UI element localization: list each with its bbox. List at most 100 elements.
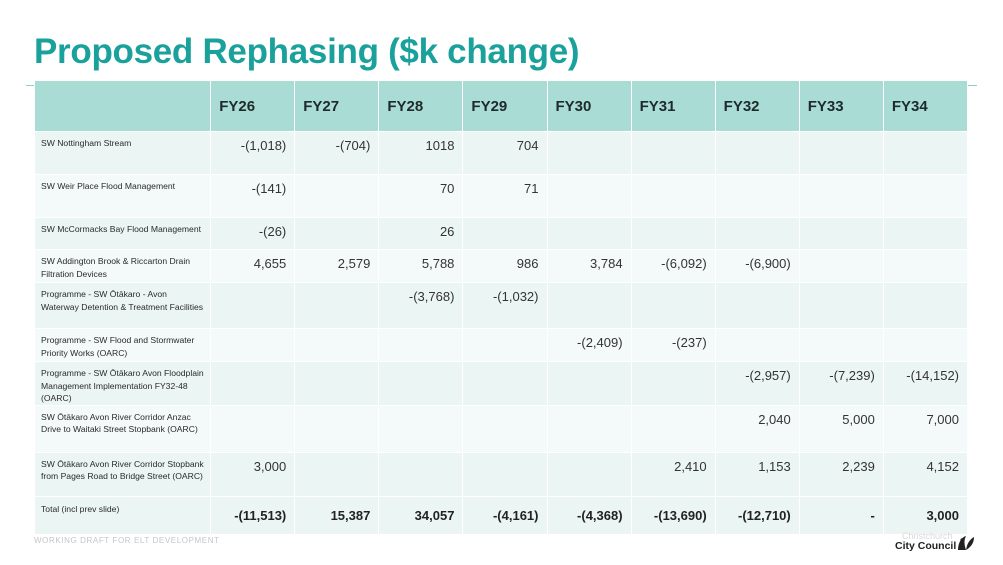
value-cell bbox=[378, 328, 464, 362]
value-cell bbox=[546, 131, 632, 175]
title-rule-right bbox=[968, 85, 977, 86]
column-header-fy27: FY27 bbox=[294, 80, 380, 132]
value-cell bbox=[294, 404, 380, 453]
slide-title: Proposed Rephasing ($k change) bbox=[34, 32, 580, 71]
logo-upper-text: Christchurch bbox=[902, 531, 953, 541]
table-row: Programme - SW Ōtākaro Avon Floodplain M… bbox=[33, 361, 969, 406]
total-value-cell: -(4,368) bbox=[546, 495, 632, 535]
value-cell bbox=[294, 282, 380, 329]
total-row: Total (incl prev slide) -(11,513) 15,387… bbox=[33, 495, 969, 535]
value-cell bbox=[630, 131, 716, 175]
value-cell bbox=[798, 217, 884, 250]
table-row: SW Nottingham Stream -(1,018) -(704) 101… bbox=[33, 131, 969, 175]
value-cell: 2,040 bbox=[714, 404, 800, 453]
value-cell bbox=[798, 249, 884, 283]
value-cell bbox=[798, 282, 884, 329]
value-cell: 4,655 bbox=[210, 249, 296, 283]
value-cell: -(6,900) bbox=[714, 249, 800, 283]
value-cell bbox=[210, 404, 296, 453]
value-cell: -(3,768) bbox=[378, 282, 464, 329]
value-cell bbox=[630, 282, 716, 329]
value-cell bbox=[714, 217, 800, 250]
column-header-fy32: FY32 bbox=[714, 80, 800, 132]
value-cell: 2,239 bbox=[798, 451, 884, 497]
value-cell bbox=[546, 282, 632, 329]
value-cell bbox=[630, 404, 716, 453]
value-cell bbox=[630, 217, 716, 250]
table-row: SW Ōtākaro Avon River Corridor Stopbank … bbox=[33, 451, 969, 497]
column-header-fy29: FY29 bbox=[462, 80, 548, 132]
value-cell: 704 bbox=[462, 131, 548, 175]
value-cell bbox=[378, 361, 464, 406]
value-cell bbox=[798, 174, 884, 218]
project-name-cell: SW Ōtākaro Avon River Corridor Stopbank … bbox=[33, 451, 212, 497]
value-cell bbox=[546, 361, 632, 406]
total-label-cell: Total (incl prev slide) bbox=[33, 495, 212, 535]
column-header-fy28: FY28 bbox=[378, 80, 464, 132]
total-value-cell: - bbox=[798, 495, 884, 535]
value-cell bbox=[210, 282, 296, 329]
value-cell bbox=[462, 404, 548, 453]
column-header-fy26: FY26 bbox=[210, 80, 296, 132]
value-cell bbox=[546, 451, 632, 497]
value-cell bbox=[378, 404, 464, 453]
value-cell bbox=[882, 174, 969, 218]
table-row: SW Ōtākaro Avon River Corridor Anzac Dri… bbox=[33, 404, 969, 453]
table-row: SW Weir Place Flood Management -(141) 70… bbox=[33, 174, 969, 218]
total-value-cell: -(4,161) bbox=[462, 495, 548, 535]
rephasing-table: FY26 FY27 FY28 FY29 FY30 FY31 FY32 FY33 … bbox=[33, 80, 969, 535]
value-cell: -(141) bbox=[210, 174, 296, 218]
table-row: Programme - SW Flood and Stormwater Prio… bbox=[33, 328, 969, 362]
value-cell bbox=[798, 131, 884, 175]
value-cell bbox=[210, 361, 296, 406]
value-cell bbox=[714, 328, 800, 362]
value-cell: -(6,092) bbox=[630, 249, 716, 283]
value-cell: 1018 bbox=[378, 131, 464, 175]
title-rule-left bbox=[26, 85, 35, 86]
value-cell: -(1,032) bbox=[462, 282, 548, 329]
table-row: Programme - SW Ōtākaro - Avon Waterway D… bbox=[33, 282, 969, 329]
value-cell: 2,410 bbox=[630, 451, 716, 497]
footer-watermark: WORKING DRAFT FOR ELT DEVELOPMENT bbox=[34, 536, 220, 545]
value-cell bbox=[714, 131, 800, 175]
value-cell bbox=[630, 361, 716, 406]
project-name-cell: SW Nottingham Stream bbox=[33, 131, 212, 175]
column-header-fy33: FY33 bbox=[798, 80, 884, 132]
total-value-cell: -(12,710) bbox=[714, 495, 800, 535]
logo-text: City Council bbox=[895, 540, 957, 552]
value-cell: 3,000 bbox=[210, 451, 296, 497]
column-header-fy34: FY34 bbox=[882, 80, 969, 132]
column-header-fy30: FY30 bbox=[546, 80, 632, 132]
value-cell bbox=[462, 451, 548, 497]
value-cell bbox=[714, 282, 800, 329]
value-cell bbox=[462, 361, 548, 406]
project-name-cell: Programme - SW Ōtākaro - Avon Waterway D… bbox=[33, 282, 212, 329]
column-header-fy31: FY31 bbox=[630, 80, 716, 132]
value-cell: -(237) bbox=[630, 328, 716, 362]
total-value-cell: 3,000 bbox=[882, 495, 969, 535]
total-value-cell: -(13,690) bbox=[630, 495, 716, 535]
value-cell: -(704) bbox=[294, 131, 380, 175]
value-cell: -(2,409) bbox=[546, 328, 632, 362]
total-value-cell: -(11,513) bbox=[210, 495, 296, 535]
value-cell: -(1,018) bbox=[210, 131, 296, 175]
value-cell bbox=[294, 361, 380, 406]
council-logo: Christchurch City Council bbox=[880, 530, 980, 556]
value-cell bbox=[546, 217, 632, 250]
total-value-cell: 15,387 bbox=[294, 495, 380, 535]
value-cell bbox=[714, 174, 800, 218]
total-value-cell: 34,057 bbox=[378, 495, 464, 535]
project-name-cell: SW McCormacks Bay Flood Management bbox=[33, 217, 212, 250]
value-cell: 3,784 bbox=[546, 249, 632, 283]
value-cell: 7,000 bbox=[882, 404, 969, 453]
value-cell bbox=[882, 131, 969, 175]
value-cell: 986 bbox=[462, 249, 548, 283]
value-cell bbox=[210, 328, 296, 362]
value-cell: -(2,957) bbox=[714, 361, 800, 406]
value-cell bbox=[294, 217, 380, 250]
value-cell: 5,788 bbox=[378, 249, 464, 283]
value-cell bbox=[378, 451, 464, 497]
value-cell bbox=[546, 174, 632, 218]
value-cell bbox=[882, 328, 969, 362]
project-name-cell: SW Weir Place Flood Management bbox=[33, 174, 212, 218]
